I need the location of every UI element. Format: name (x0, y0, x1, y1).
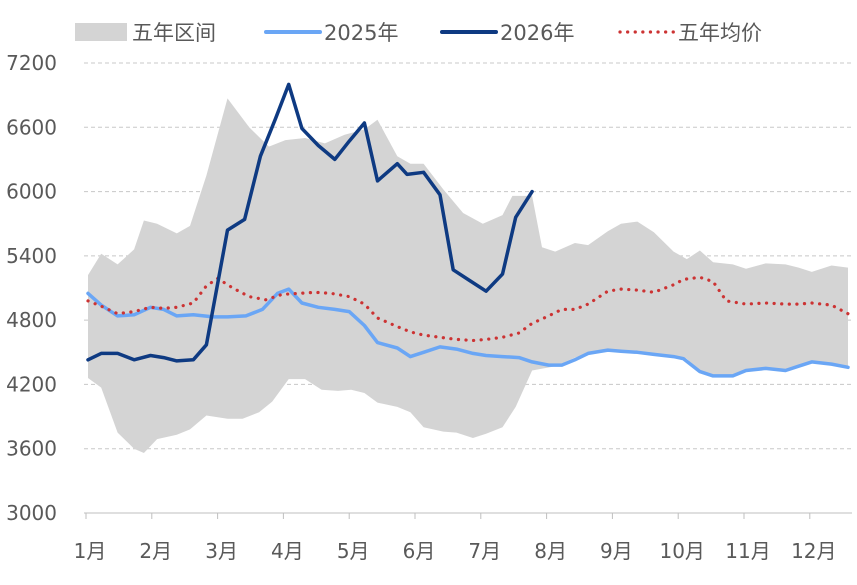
x-tick-label: 1月 (74, 539, 107, 563)
x-tick-label: 12月 (791, 539, 836, 563)
y-axis-ticks: 3000 3600 4200 4800 5400 6000 6600 7200 (6, 51, 57, 525)
x-axis: 1月 2月 3月 4月 5月 6月 7月 8月 9月 10月 11月 12月 (74, 512, 852, 563)
x-tick-label: 5月 (337, 539, 370, 563)
x-tick-label: 3月 (205, 539, 238, 563)
y-tick-label: 3600 (6, 437, 57, 461)
legend-label-s2025: 2025年 (324, 21, 398, 45)
y-tick-label: 4800 (6, 308, 57, 332)
legend-swatch-range (75, 23, 127, 41)
series-2025-line (86, 287, 850, 378)
series-layer (86, 82, 850, 378)
x-tick-label: 7月 (468, 539, 501, 563)
chart-legend: 五年区间 2025年 2026年 五年均价 (75, 21, 762, 45)
y-tick-label: 7200 (6, 51, 57, 75)
legend-label-avg: 五年均价 (678, 21, 762, 45)
legend-label-s2026: 2026年 (500, 21, 574, 45)
y-tick-label: 5400 (6, 244, 57, 268)
y-tick-label: 3000 (6, 501, 57, 525)
x-tick-label: 10月 (659, 539, 704, 563)
x-tick-label: 6月 (403, 539, 436, 563)
y-tick-label: 6000 (6, 180, 57, 204)
x-tick-label: 2月 (139, 539, 172, 563)
y-tick-label: 6600 (6, 115, 57, 139)
legend-label-band: 五年区间 (132, 21, 216, 45)
series-five-year-average-line (86, 275, 850, 343)
x-tick-label: 9月 (600, 539, 633, 563)
y-tick-label: 4200 (6, 372, 57, 396)
five-year-range-band (88, 98, 848, 454)
x-tick-label: 8月 (534, 539, 567, 563)
x-tick-label: 11月 (725, 539, 770, 563)
x-tick-label: 4月 (271, 539, 304, 563)
series-2026-line (86, 82, 534, 363)
